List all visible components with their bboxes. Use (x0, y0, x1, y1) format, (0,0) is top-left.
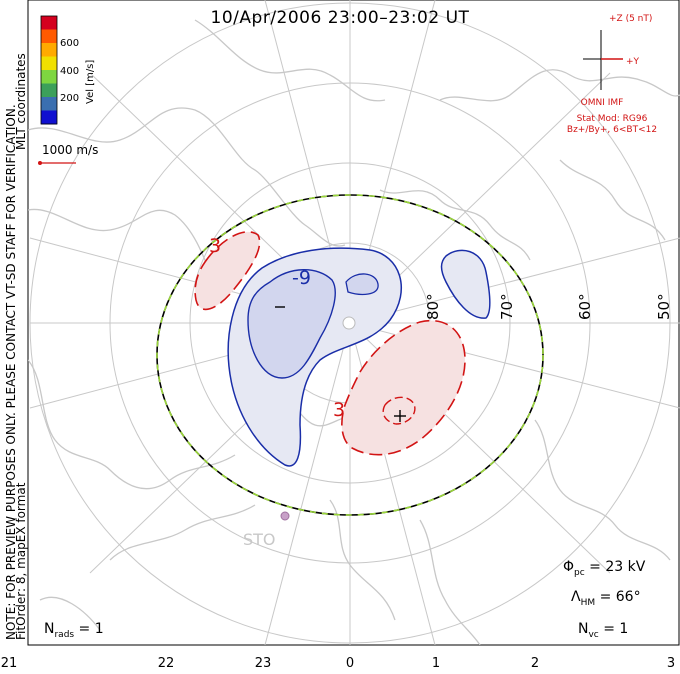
svg-text:400: 400 (60, 66, 79, 77)
negative-cell-dawn (440, 249, 491, 319)
imf-z-label: +Z (5 nT) (609, 14, 652, 24)
negative-cell-inner (247, 269, 336, 379)
station-label: STO (243, 530, 276, 549)
side-note-verification: NOTE: FOR PREVIEW PURPOSES ONLY. PLEASE … (4, 104, 18, 640)
colorbar-swatch (41, 29, 57, 44)
svg-text:70°: 70° (498, 293, 516, 320)
negative-cell-small (345, 273, 379, 296)
vector-scale-label: 1000 m/s (42, 143, 98, 157)
n-rads: Nrads = 1 (44, 621, 104, 640)
colorbar-swatch (41, 16, 57, 30)
colorbar-swatch (41, 110, 57, 125)
colorbar-swatch (41, 56, 57, 71)
contour-label-neg: -9 (292, 267, 311, 289)
svg-text:22: 22 (158, 656, 175, 671)
colorbar-swatch (41, 97, 57, 111)
colorbar-swatch (41, 43, 57, 57)
map-title: 10/Apr/2006 23:00–23:02 UT (210, 8, 470, 28)
positive-cell-inner (382, 396, 416, 425)
imf-source: OMNI IMF (581, 98, 624, 108)
colorbar-border (40, 15, 58, 125)
station-marker (280, 511, 290, 521)
positive-cell-main (341, 319, 466, 456)
colorbar-ticks: 600 400 200 (60, 38, 79, 104)
colorbar-swatch (41, 83, 57, 98)
hm-boundary (156, 194, 544, 516)
imf-stat-mod: Stat Mod: RG96 (577, 114, 648, 124)
svg-text:2: 2 (531, 656, 539, 671)
imf-condition: Bz+/By+, 6<BT<12 (567, 125, 657, 135)
latitude-labels: 80° 70° 60° 50° (424, 293, 673, 320)
side-note-fitorder: FitOrder: 8, mapEX format (14, 482, 28, 640)
svg-text:1: 1 (432, 656, 440, 671)
coastlines (28, 19, 680, 645)
svg-text:60°: 60° (576, 293, 594, 320)
svg-text:3: 3 (667, 656, 675, 671)
n-vc: Nvc = 1 (578, 621, 628, 640)
imf-y-label: +Y (626, 57, 640, 67)
svg-text:600: 600 (60, 38, 79, 49)
svg-text:21: 21 (1, 656, 18, 671)
svg-text:0: 0 (346, 656, 354, 671)
lambda-hm: ΛHM = 66° (571, 589, 641, 608)
positive-cell-dusk (194, 231, 261, 311)
contour-label-pos-left: 3 (209, 235, 221, 257)
side-note-coords: MLT coordinates (14, 53, 28, 150)
svg-text:23: 23 (255, 656, 272, 671)
colorbar-swatch (41, 70, 57, 84)
svg-text:50°: 50° (655, 293, 673, 320)
pole-marker (342, 316, 356, 330)
contour-label-pos-bottom: 3 (333, 399, 345, 421)
colorbar (40, 15, 58, 125)
svg-text:80°: 80° (424, 293, 442, 320)
colorbar-label: Vel [m/s] (85, 60, 96, 104)
svg-text:200: 200 (60, 93, 79, 104)
mlt-labels: 21 22 23 0 1 2 3 (1, 656, 675, 671)
phi-pc: Φpc = 23 kV (563, 559, 646, 578)
